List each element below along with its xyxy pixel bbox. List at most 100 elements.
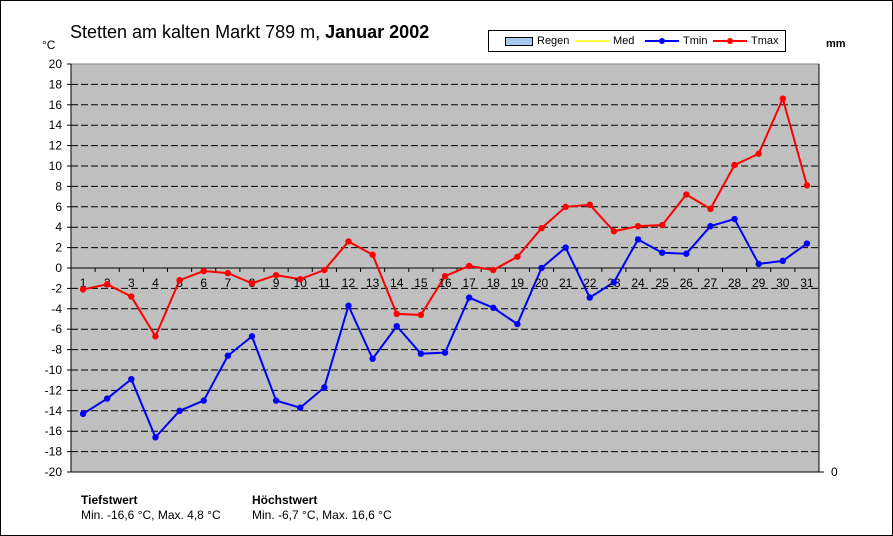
data-point-tmin	[779, 257, 787, 265]
data-point-tmax	[586, 201, 593, 208]
data-point-tmax	[731, 161, 738, 169]
x-tick-label: 9	[273, 276, 280, 290]
data-point-tmax	[128, 293, 135, 300]
chart-legend: Regen Med Tmin Tmax	[488, 30, 786, 52]
y-tick-label: 4	[55, 220, 62, 234]
y-tick-label: 8	[55, 179, 62, 193]
x-tick-label: 20	[535, 276, 549, 290]
data-point-tmin	[538, 264, 545, 272]
legend-label-tmax: Tmax	[751, 35, 779, 47]
y-tick-label: -18	[45, 445, 63, 459]
legend-swatch-regen	[505, 36, 533, 46]
x-tick-label: 3	[128, 276, 135, 290]
x-tick-label: 10	[294, 276, 308, 290]
data-point-tmax	[683, 191, 690, 198]
x-tick-label: 27	[704, 276, 718, 290]
data-point-tmax	[103, 281, 111, 288]
y-tick-label: 2	[55, 241, 62, 255]
x-tick-label: 7	[224, 276, 231, 290]
y-axis-unit-left: °C	[42, 38, 56, 52]
data-point-tmin	[417, 350, 425, 357]
title-period: Januar 2002	[325, 22, 430, 42]
legend-item-tmin: Tmin	[645, 34, 707, 48]
data-point-tmax	[465, 262, 473, 270]
data-point-tmax	[345, 238, 352, 245]
x-tick-label: 13	[366, 276, 380, 290]
x-tick-label: 12	[342, 276, 356, 290]
x-tick-label: 14	[390, 276, 404, 290]
data-point-tmin	[224, 352, 232, 359]
legend-swatch-tmin	[645, 38, 679, 44]
y-tick-label: -14	[45, 404, 63, 418]
data-point-tmax	[707, 205, 714, 213]
y-tick-label: -10	[45, 363, 63, 377]
legend-item-regen: Regen	[505, 34, 569, 48]
data-point-tmin	[658, 249, 666, 256]
y-tick-label: 12	[49, 139, 63, 153]
x-tick-label: 17	[462, 276, 476, 290]
x-tick-label: 25	[655, 276, 669, 290]
data-point-tmin	[586, 294, 593, 301]
data-point-tmax	[272, 271, 280, 279]
data-point-tmax	[176, 277, 183, 284]
data-point-tmax	[779, 95, 787, 102]
y-tick-label: 0	[55, 261, 62, 275]
data-point-tmax	[224, 269, 232, 277]
data-point-tmin	[128, 375, 135, 383]
x-tick-label: 11	[318, 276, 331, 290]
data-point-tmax	[152, 333, 159, 340]
x-tick-label: 30	[776, 276, 790, 290]
x-tick-label: 1	[80, 276, 87, 290]
data-point-tmin	[272, 397, 280, 404]
data-point-tmax	[369, 251, 376, 258]
x-tick-label: 29	[752, 276, 766, 290]
data-point-tmin	[176, 407, 183, 414]
x-tick-label: 16	[438, 276, 452, 290]
y-tick-label: -2	[51, 281, 62, 295]
data-point-tmin	[248, 333, 256, 340]
y-tick-label: -4	[51, 302, 62, 316]
data-point-tmin	[634, 236, 642, 243]
data-point-tmin	[683, 250, 690, 257]
data-point-tmin	[707, 222, 714, 230]
data-point-tmin	[610, 279, 618, 286]
data-point-tmin	[465, 294, 473, 301]
x-tick-label: 15	[414, 276, 428, 290]
x-tick-label: 24	[631, 276, 645, 290]
data-point-tmin	[393, 322, 400, 330]
y-tick-label: 14	[49, 118, 63, 132]
data-point-tmax	[562, 203, 569, 210]
stats-high-text: Min. -6,7 °C, Max. 16,6 °C	[252, 508, 392, 522]
x-tick-label: 26	[680, 276, 694, 290]
stats-low-heading: Tiefstwert	[81, 493, 138, 507]
data-point-tmax	[200, 267, 207, 275]
legend-label-regen: Regen	[537, 35, 570, 47]
data-point-tmin	[297, 404, 304, 411]
data-point-tmin	[755, 260, 762, 268]
data-point-tmin	[345, 302, 352, 309]
data-point-tmax	[803, 182, 811, 189]
y-axis-unit-right: mm	[826, 38, 846, 50]
y-tick-label: -20	[45, 465, 63, 479]
legend-label-med: Med	[613, 35, 635, 47]
data-point-tmin	[103, 395, 111, 402]
data-point-tmin	[369, 355, 376, 362]
x-tick-label: 28	[728, 276, 742, 290]
legend-swatch-med	[575, 40, 609, 42]
y-tick-label: 20	[49, 57, 63, 71]
y-tick-label: -16	[45, 424, 63, 438]
y-tick-label: -8	[51, 343, 62, 357]
data-point-tmax	[658, 221, 666, 229]
x-tick-label: 22	[583, 276, 597, 290]
y-tick-label: 18	[49, 77, 63, 91]
data-point-tmin	[562, 244, 569, 251]
data-point-tmin	[200, 397, 207, 404]
data-point-tmin	[441, 349, 449, 356]
y-tick-label: -6	[51, 322, 62, 336]
title-station: Stetten am kalten Markt 789 m,	[70, 22, 321, 42]
x-tick-label: 19	[511, 276, 525, 290]
data-point-tmin	[731, 215, 738, 223]
stats-low: Tiefstwert Min. -16,6 °C, Max. 4,8 °C	[81, 493, 221, 523]
data-point-tmax	[755, 150, 762, 157]
